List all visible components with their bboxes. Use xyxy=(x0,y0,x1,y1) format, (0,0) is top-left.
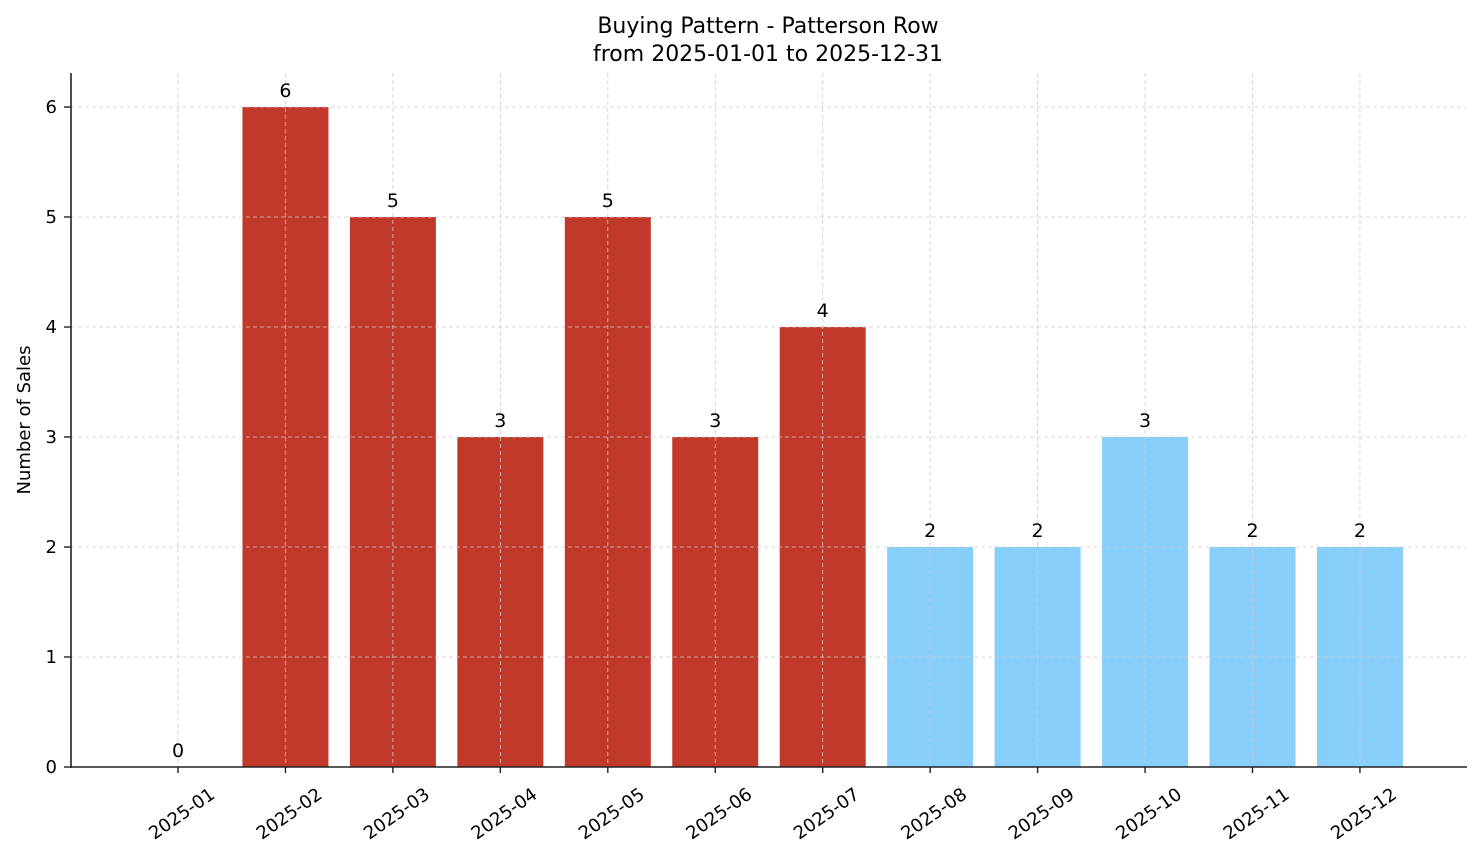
x-axis-ticks: 2025-01 2025-02 2025-03 2025-04 2025-05 2025-… xyxy=(145,767,1401,844)
bar-value-label: 6 xyxy=(279,80,291,102)
x-tick-label: 2025-04 xyxy=(468,784,542,844)
bar-value-label: 3 xyxy=(1139,410,1151,432)
y-tick-label: 0 xyxy=(46,757,57,778)
x-tick-label: 2025-10 xyxy=(1112,784,1186,844)
x-tick-label: 2025-06 xyxy=(682,784,756,844)
bar-value-label: 2 xyxy=(924,520,936,542)
chart-subtitle: from 2025-01-01 to 2025-12-31 xyxy=(593,42,943,67)
bar-value-label: 3 xyxy=(494,410,506,432)
chart-title: Buying Pattern - Patterson Row xyxy=(597,14,938,39)
y-axis-label: Number of Sales xyxy=(14,345,35,494)
x-tick-label: 2025-07 xyxy=(790,784,864,844)
y-tick-label: 4 xyxy=(46,317,57,338)
axes xyxy=(70,73,1467,768)
y-axis-ticks: 0 1 2 3 4 5 6 xyxy=(46,97,71,778)
x-tick-label: 2025-05 xyxy=(575,784,649,844)
bar-value-label: 5 xyxy=(387,190,399,212)
bar-value-label: 4 xyxy=(817,300,829,322)
chart-title-group: Buying Pattern - Patterson Row from 2025… xyxy=(593,14,943,67)
y-tick-label: 2 xyxy=(46,537,57,558)
y-tick-label: 6 xyxy=(46,97,57,118)
y-tick-label: 5 xyxy=(46,207,57,228)
x-tick-label: 2025-11 xyxy=(1220,784,1294,844)
y-tick-label: 1 xyxy=(46,647,57,668)
x-tick-label: 2025-09 xyxy=(1005,784,1079,844)
y-tick-label: 3 xyxy=(46,427,57,448)
bar-value-labels: 0 6 5 3 5 3 4 2 2 3 2 2 xyxy=(172,80,1366,762)
bar-value-label: 3 xyxy=(709,410,721,432)
x-tick-label: 2025-02 xyxy=(253,784,327,844)
bar-value-label: 2 xyxy=(1246,520,1258,542)
x-tick-label: 2025-08 xyxy=(897,784,971,844)
bar-value-label: 5 xyxy=(602,190,614,212)
x-tick-label: 2025-03 xyxy=(360,784,434,844)
gridlines xyxy=(71,73,1466,767)
bar-value-label: 0 xyxy=(172,740,184,762)
bar-value-label: 2 xyxy=(1354,520,1366,542)
x-tick-label: 2025-01 xyxy=(145,784,219,844)
bar-value-label: 2 xyxy=(1032,520,1044,542)
x-tick-label: 2025-12 xyxy=(1327,784,1401,844)
